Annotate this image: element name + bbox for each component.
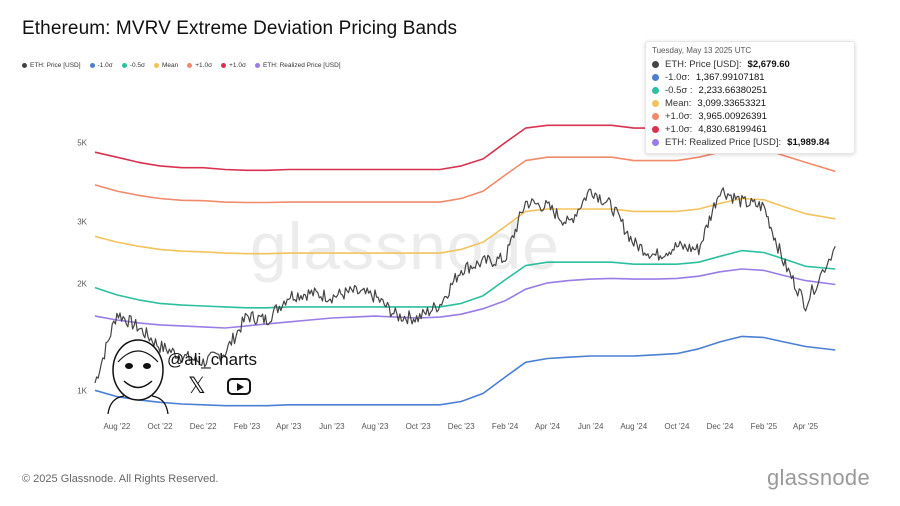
tooltip-dot — [652, 100, 659, 107]
legend-item-mean[interactable]: Mean — [154, 62, 178, 69]
tooltip-label: -1.0σ: — [665, 72, 690, 83]
tooltip-dot — [652, 74, 659, 81]
tooltip-label: +1.0σ: — [665, 124, 693, 135]
x-tick-label: Oct '22 — [148, 422, 174, 431]
legend-dot — [121, 63, 127, 68]
tooltip-value: 1,367.99107181 — [695, 72, 765, 83]
tooltip-dot — [652, 61, 659, 68]
x-tick-label: Aug '23 — [362, 422, 389, 431]
x-tick-label: Jun '24 — [578, 422, 604, 431]
legend-dot — [254, 63, 260, 68]
tooltip-value: $1,989.84 — [787, 137, 830, 148]
y-tick-label: 5K — [77, 139, 87, 148]
chart-title: Ethereum: MVRV Extreme Deviation Pricing… — [22, 18, 458, 39]
tooltip-label: +1.0σ: — [665, 111, 693, 122]
legend: ETH: Price [USD] -1.0σ -0.5σ Mean +1.0σ … — [22, 62, 341, 69]
series-line-6 — [94, 187, 836, 384]
tooltip-label: ETH: Price [USD]: — [665, 59, 742, 70]
x-tick-label: Apr '25 — [793, 422, 819, 431]
x-tick-label: Dec '23 — [448, 422, 475, 431]
tooltip-value: 3,099.33653321 — [697, 98, 767, 109]
avatar — [107, 339, 169, 415]
legend-dot — [22, 63, 27, 68]
tooltip-row: +1.0σ: 3,965.00926391 — [652, 110, 848, 123]
x-tick-label: Feb '25 — [751, 422, 778, 431]
tooltip-label: ETH: Realized Price [USD]: — [665, 137, 782, 148]
x-tick-label: Feb '24 — [492, 422, 519, 431]
tooltip-row: -0.5σ : 2,233.66380251 — [652, 84, 848, 97]
legend-label: ETH: Price [USD] — [30, 62, 81, 69]
legend-item-plus-1-sigma-a[interactable]: +1.0σ — [187, 62, 212, 69]
legend-label: Mean — [162, 62, 179, 69]
x-tick-label: Jun '23 — [319, 422, 345, 431]
tooltip-value: 4,830.68199461 — [698, 124, 767, 135]
legend-item-minus-half-sigma[interactable]: -0.5σ — [121, 62, 145, 69]
legend-dot — [89, 63, 95, 68]
x-tick-label: Feb '23 — [234, 422, 261, 431]
tooltip-row: ETH: Realized Price [USD]: $1,989.84 — [652, 136, 848, 149]
x-tick-label: Oct '23 — [406, 422, 432, 431]
tooltip: Tuesday, May 13 2025 UTC ETH: Price [USD… — [645, 41, 855, 154]
y-tick-label: 2K — [77, 280, 87, 289]
tooltip-row: -1.0σ: 1,367.99107181 — [652, 71, 848, 84]
tooltip-date: Tuesday, May 13 2025 UTC — [652, 46, 752, 55]
y-tick-label: 1K — [77, 386, 87, 395]
tooltip-label: -0.5σ : — [665, 85, 693, 96]
series-line-1 — [94, 146, 836, 204]
series-line-3 — [94, 249, 836, 309]
footer-logo: glassnode — [767, 465, 870, 490]
legend-item-realized-price[interactable]: ETH: Realized Price [USD] — [254, 62, 341, 69]
legend-label: +1.0σ — [195, 62, 213, 69]
x-tick-label: Dec '22 — [190, 422, 217, 431]
tooltip-label: Mean: — [665, 98, 692, 109]
series-line-4 — [94, 268, 836, 329]
x-tick-label: Dec '24 — [707, 422, 734, 431]
x-tick-label: Apr '23 — [276, 422, 302, 431]
tooltip-row: +1.0σ: 4,830.68199461 — [652, 123, 848, 136]
legend-dot — [187, 63, 193, 68]
legend-label: -0.5σ — [129, 62, 145, 69]
x-tick-label: Oct '24 — [664, 422, 690, 431]
tooltip-dot — [652, 126, 659, 133]
legend-dot — [221, 63, 227, 68]
tooltip-value: 2,233.66380251 — [698, 85, 768, 96]
youtube-icon[interactable] — [227, 378, 251, 395]
copyright: © 2025 Glassnode. All Rights Reserved. — [22, 473, 219, 485]
x-tick-label: Aug '24 — [620, 422, 647, 431]
series-line-5 — [94, 335, 836, 407]
x-logo-icon[interactable]: 𝕏 — [188, 374, 206, 399]
tooltip-rows: ETH: Price [USD]: $2,679.60 -1.0σ: 1,367.99… — [652, 58, 848, 149]
tooltip-dot — [652, 113, 659, 120]
tooltip-value: 3,965.00926391 — [698, 111, 767, 122]
tooltip-dot — [652, 87, 659, 94]
x-tick-label: Aug '22 — [103, 422, 130, 431]
legend-item-plus-1-sigma-b[interactable]: +1.0σ — [221, 62, 246, 69]
legend-label: -1.0σ — [97, 62, 113, 69]
legend-item-eth-price[interactable]: ETH: Price [USD] — [22, 62, 81, 69]
tooltip-row: Mean: 3,099.33653321 — [652, 97, 848, 110]
branding-overlay — [98, 332, 293, 415]
legend-label: +1.0σ — [229, 62, 246, 69]
series-line-2 — [94, 197, 836, 255]
legend-dot — [154, 63, 159, 68]
legend-label: ETH: Realized Price [USD] — [262, 62, 341, 69]
tooltip-value: $2,679.60 — [747, 59, 790, 70]
y-tick-label: 3K — [77, 217, 87, 226]
legend-item-minus-1-sigma[interactable]: -1.0σ — [89, 62, 113, 69]
tooltip-dot — [652, 139, 659, 146]
tooltip-row: ETH: Price [USD]: $2,679.60 — [652, 58, 848, 71]
handle-label: @ali_charts — [167, 350, 258, 369]
x-tick-label: Apr '24 — [535, 422, 561, 431]
